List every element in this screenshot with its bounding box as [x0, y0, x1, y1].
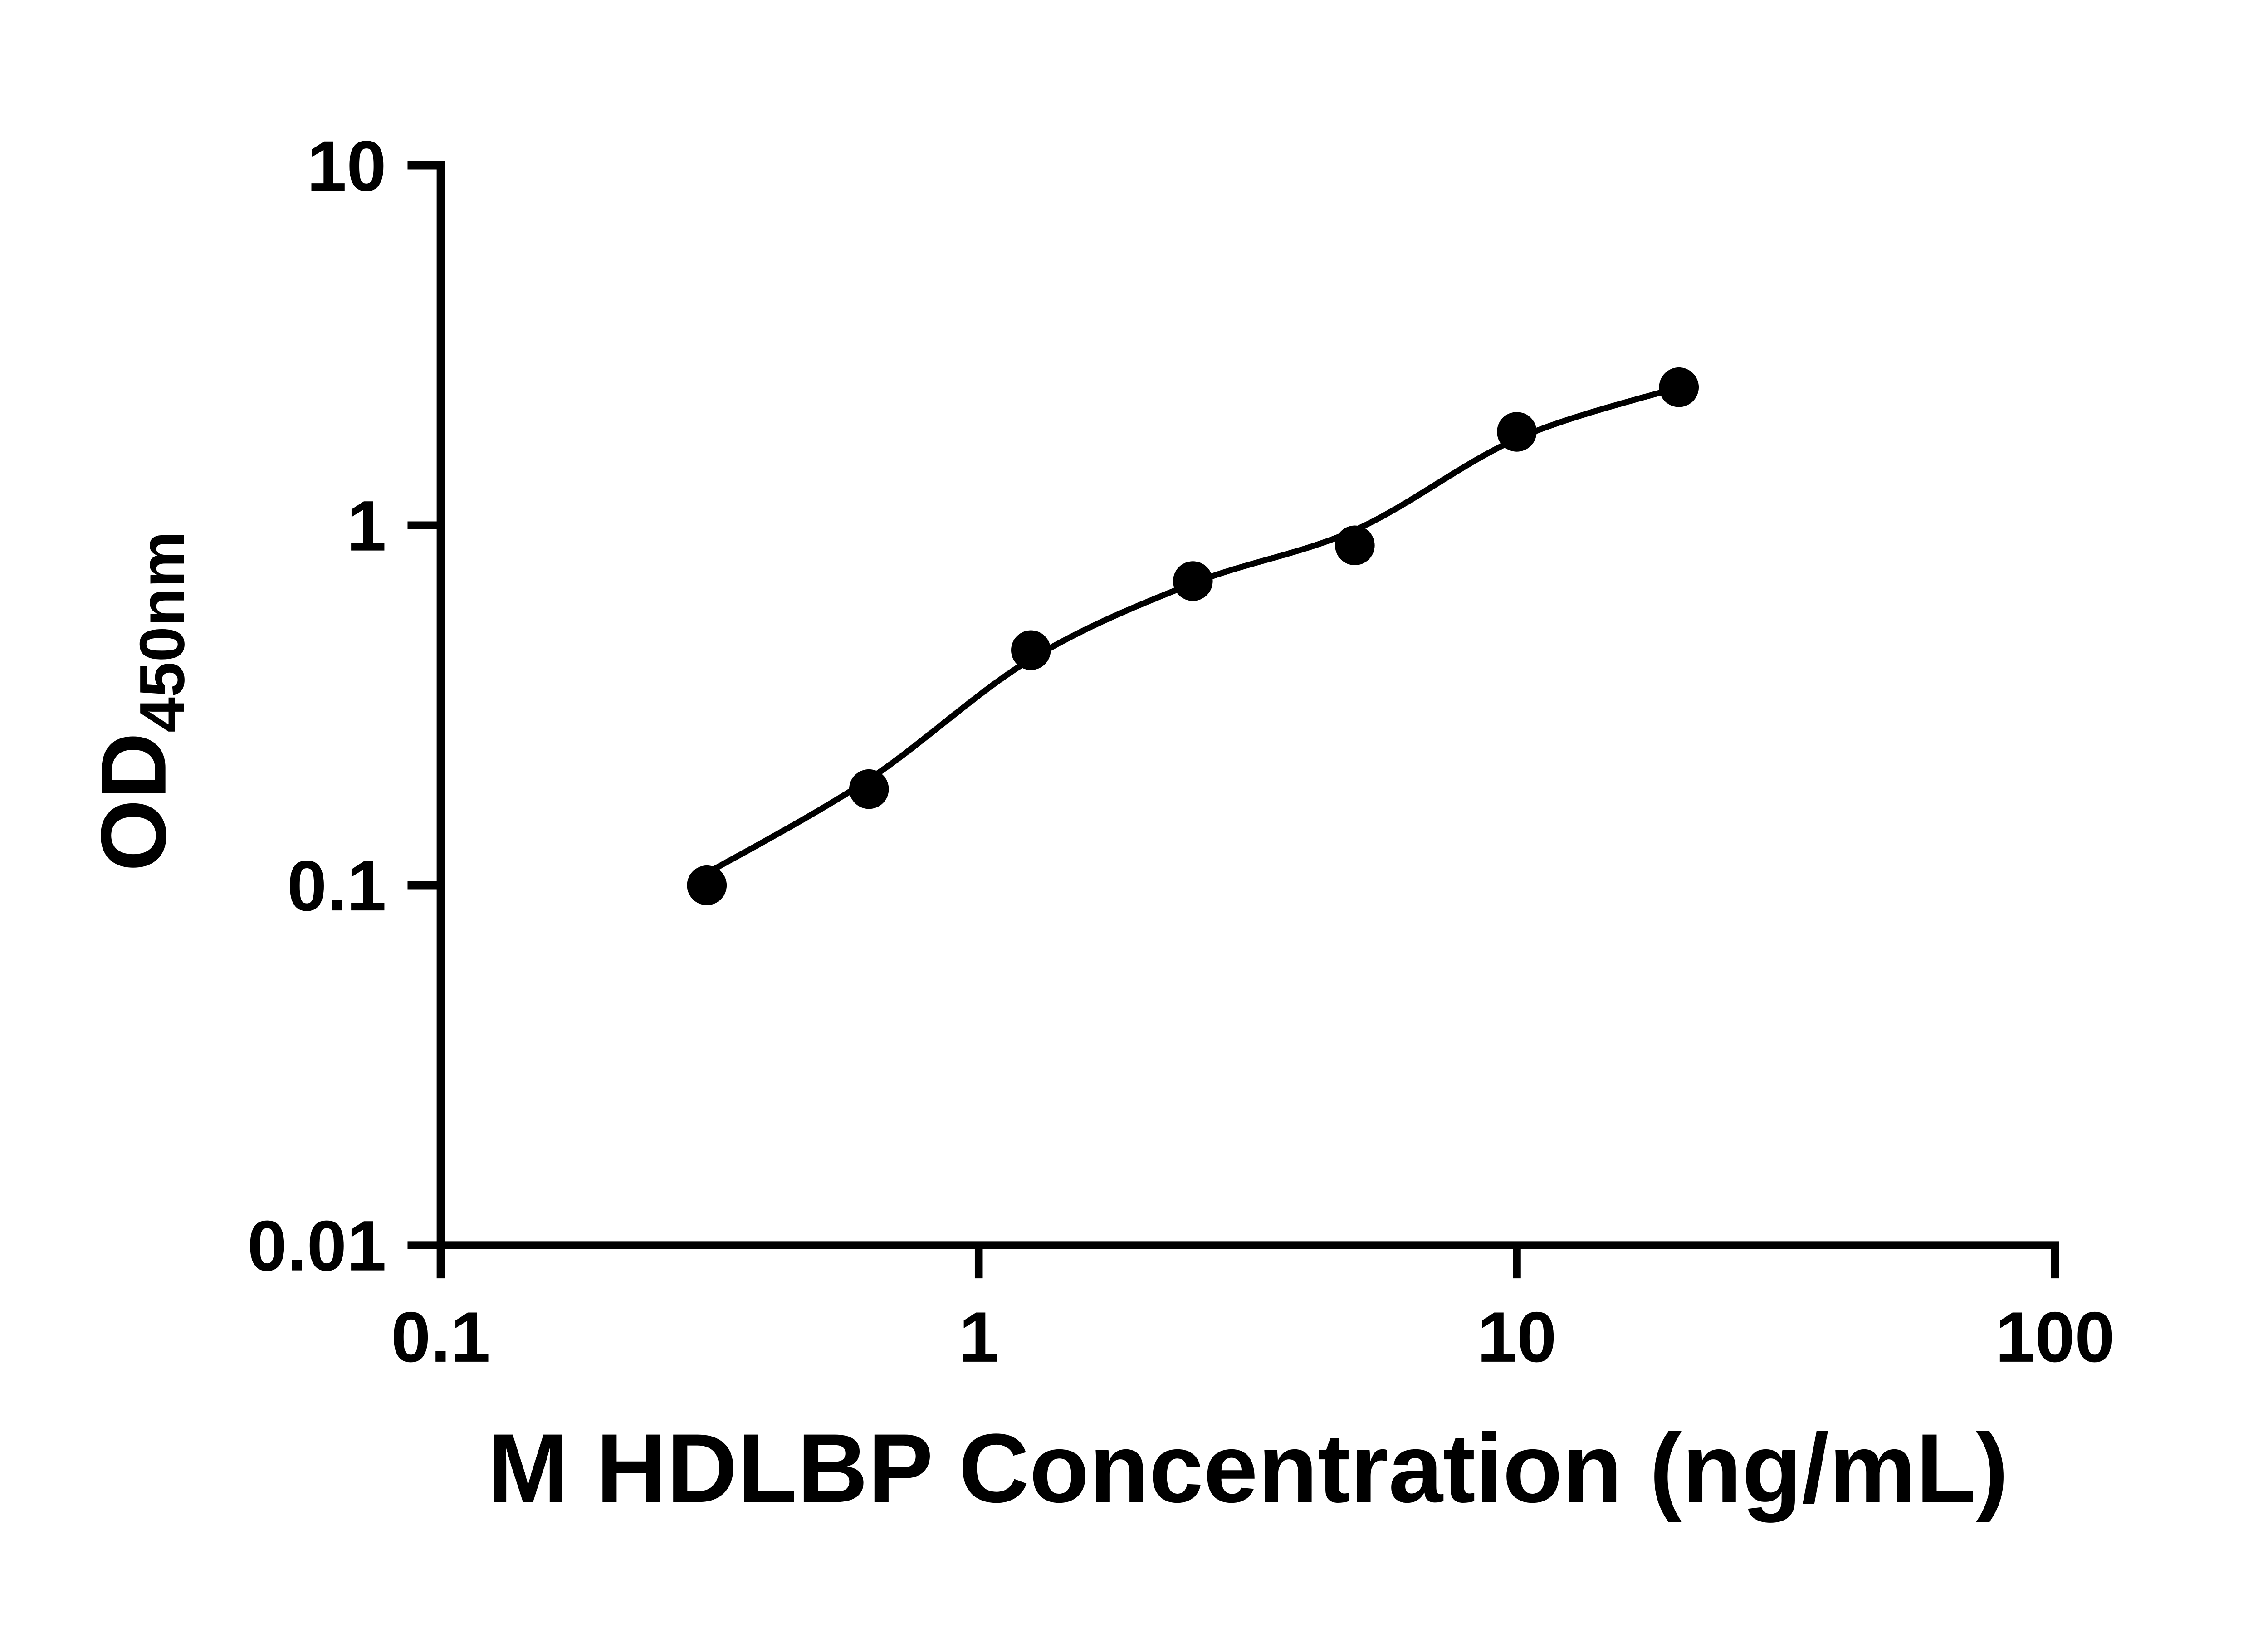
y-axis-title: OD450nm: [82, 531, 198, 871]
x-tick-label: 10: [1477, 1297, 1556, 1377]
y-tick-label: 10: [307, 126, 386, 206]
y-axis-title-subscript: 450nm: [126, 531, 197, 733]
y-tick-label: 1: [347, 486, 386, 566]
x-axis-title: M HDLBP Concentration (ng/mL): [487, 1413, 2009, 1523]
x-tick-label: 1: [959, 1297, 999, 1377]
tick-marks: [407, 161, 2059, 1279]
data-point: [849, 769, 889, 809]
x-tick-label: 0.1: [391, 1297, 490, 1377]
y-axis-title-main: OD: [82, 733, 186, 871]
x-tick-label: 100: [1995, 1297, 2115, 1377]
data-point: [1659, 367, 1699, 407]
y-tick-label: 0.01: [247, 1206, 386, 1286]
data-point: [687, 865, 727, 905]
data-point: [1173, 561, 1213, 601]
data-point: [1497, 412, 1537, 452]
series-layer: [687, 367, 1699, 905]
axes: [436, 161, 2059, 1249]
y-tick-label: 0.1: [287, 846, 386, 926]
data-point: [1011, 630, 1051, 670]
data-point: [1335, 525, 1375, 566]
